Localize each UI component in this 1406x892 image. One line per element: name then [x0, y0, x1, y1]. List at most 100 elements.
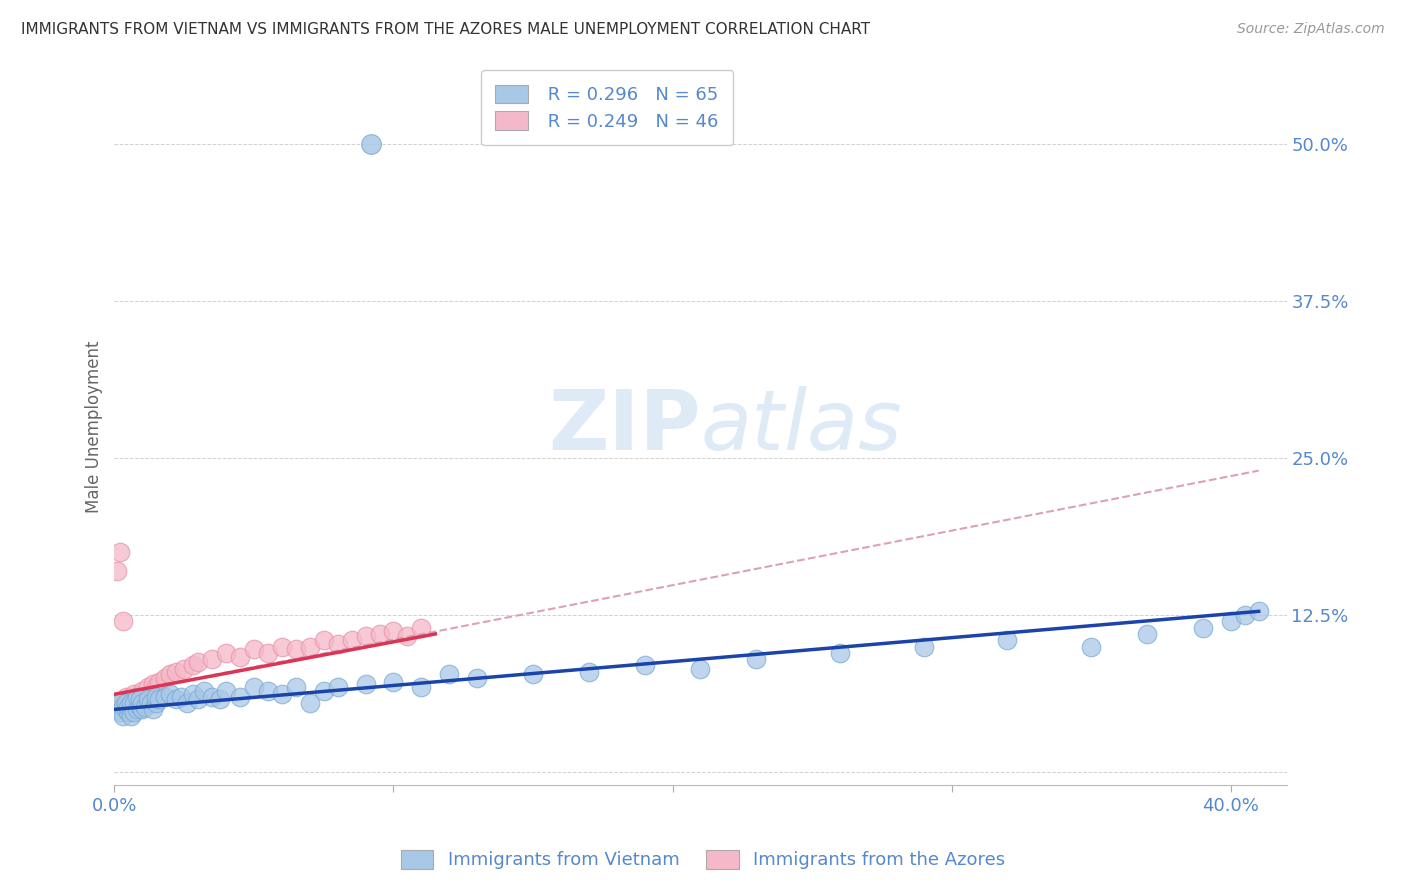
- Point: [131, 683, 153, 698]
- Point: [159, 687, 181, 701]
- Point: [131, 702, 153, 716]
- Point: [145, 690, 167, 704]
- Point: [170, 690, 193, 704]
- Point: [243, 642, 266, 657]
- Point: [382, 674, 405, 689]
- Point: [354, 630, 377, 644]
- Point: [411, 680, 433, 694]
- Point: [114, 690, 136, 704]
- Point: [1080, 640, 1102, 654]
- Point: [354, 677, 377, 691]
- Point: [125, 692, 148, 706]
- Point: [148, 692, 170, 706]
- Point: [1136, 627, 1159, 641]
- Point: [165, 692, 187, 706]
- Point: [181, 658, 204, 673]
- Point: [120, 708, 142, 723]
- Point: [165, 665, 187, 679]
- Point: [284, 642, 307, 657]
- Point: [634, 658, 657, 673]
- Point: [439, 667, 461, 681]
- Point: [117, 692, 139, 706]
- Point: [105, 564, 128, 578]
- Point: [120, 699, 142, 714]
- Point: [193, 683, 215, 698]
- Point: [134, 690, 156, 704]
- Point: [360, 136, 382, 151]
- Point: [187, 655, 209, 669]
- Point: [139, 687, 162, 701]
- Point: [108, 545, 131, 559]
- Text: ZIP: ZIP: [548, 386, 700, 467]
- Point: [187, 692, 209, 706]
- Point: [111, 615, 134, 629]
- Legend:  R = 0.296   N = 65,  R = 0.249   N = 46: R = 0.296 N = 65, R = 0.249 N = 46: [481, 70, 733, 145]
- Point: [153, 671, 176, 685]
- Point: [159, 667, 181, 681]
- Point: [114, 696, 136, 710]
- Point: [229, 690, 252, 704]
- Point: [257, 683, 280, 698]
- Legend: Immigrants from Vietnam, Immigrants from the Azores: Immigrants from Vietnam, Immigrants from…: [391, 841, 1015, 879]
- Point: [396, 630, 419, 644]
- Point: [128, 699, 150, 714]
- Point: [117, 705, 139, 719]
- Point: [145, 680, 167, 694]
- Point: [298, 696, 321, 710]
- Point: [105, 696, 128, 710]
- Point: [257, 646, 280, 660]
- Point: [139, 696, 162, 710]
- Point: [111, 708, 134, 723]
- Point: [689, 662, 711, 676]
- Point: [1247, 604, 1270, 618]
- Point: [997, 633, 1019, 648]
- Point: [209, 692, 232, 706]
- Point: [215, 683, 238, 698]
- Point: [134, 699, 156, 714]
- Point: [522, 667, 544, 681]
- Point: [153, 690, 176, 704]
- Point: [108, 696, 131, 710]
- Point: [136, 680, 159, 694]
- Point: [176, 696, 198, 710]
- Point: [1219, 615, 1241, 629]
- Point: [326, 637, 349, 651]
- Point: [382, 624, 405, 639]
- Point: [148, 674, 170, 689]
- Point: [298, 640, 321, 654]
- Point: [117, 699, 139, 714]
- Point: [122, 705, 145, 719]
- Point: [368, 627, 391, 641]
- Point: [340, 633, 363, 648]
- Y-axis label: Male Unemployment: Male Unemployment: [86, 341, 103, 513]
- Point: [181, 687, 204, 701]
- Point: [125, 690, 148, 704]
- Point: [114, 696, 136, 710]
- Point: [111, 696, 134, 710]
- Point: [284, 680, 307, 694]
- Point: [125, 702, 148, 716]
- Point: [128, 690, 150, 704]
- Point: [122, 696, 145, 710]
- Point: [131, 696, 153, 710]
- Point: [1233, 608, 1256, 623]
- Point: [215, 646, 238, 660]
- Point: [108, 705, 131, 719]
- Point: [201, 690, 224, 704]
- Point: [312, 633, 335, 648]
- Point: [326, 680, 349, 694]
- Point: [120, 696, 142, 710]
- Text: atlas: atlas: [700, 386, 903, 467]
- Point: [828, 646, 851, 660]
- Point: [411, 621, 433, 635]
- Point: [745, 652, 768, 666]
- Text: IMMIGRANTS FROM VIETNAM VS IMMIGRANTS FROM THE AZORES MALE UNEMPLOYMENT CORRELAT: IMMIGRANTS FROM VIETNAM VS IMMIGRANTS FR…: [21, 22, 870, 37]
- Point: [122, 696, 145, 710]
- Point: [465, 671, 488, 685]
- Point: [142, 702, 165, 716]
- Point: [229, 649, 252, 664]
- Point: [114, 702, 136, 716]
- Point: [1192, 621, 1215, 635]
- Point: [108, 702, 131, 716]
- Point: [120, 690, 142, 704]
